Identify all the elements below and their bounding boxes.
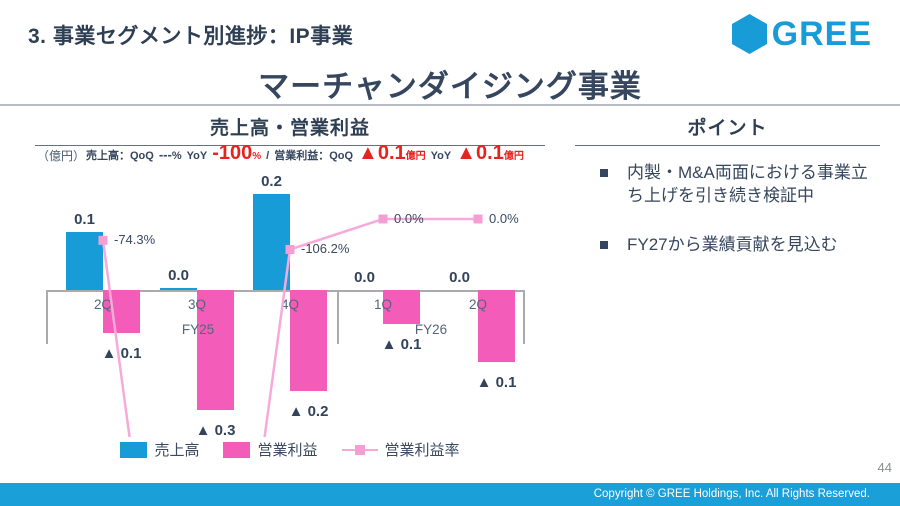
square-bullet-icon bbox=[600, 169, 608, 177]
stats-profit-yoy-value: ▲0.1 bbox=[456, 142, 504, 164]
unit-label: （億円） bbox=[37, 149, 86, 163]
legend-label: 売上高 bbox=[154, 442, 200, 459]
bullet-item: FY27から業績貢献を見込む bbox=[600, 234, 872, 257]
legend-item-rate: 営業利益率 bbox=[341, 439, 460, 460]
legend-swatch bbox=[223, 441, 251, 458]
profit-bar-3Q bbox=[197, 290, 234, 410]
bullet-text: FY27から業績貢献を見込む bbox=[627, 234, 838, 254]
profit-bar-2Q bbox=[478, 290, 515, 362]
revenue-bar-3Q bbox=[160, 288, 197, 290]
fiscal-year-label: FY25 bbox=[181, 322, 215, 337]
profit-value-label: ▲ 0.1 bbox=[476, 374, 517, 391]
profit-bar-2Q bbox=[103, 290, 140, 333]
axis-tick-1 bbox=[337, 290, 339, 344]
rate-line-chart bbox=[98, 214, 483, 437]
axis-tick-0 bbox=[46, 290, 48, 344]
profit-bar-4Q bbox=[290, 290, 327, 391]
copyright-text: Copyright © GREE Holdings, Inc. All Righ… bbox=[593, 488, 870, 500]
revenue-profit-chart: 0.1 ▲ 0.1 2Q 0.0 ▲ 0.3 3Q 0.2 ▲ 0.2 4Q 0.0 ▲ 0.1 1Q… bbox=[46, 173, 525, 439]
fiscal-year-label: FY26 bbox=[414, 322, 448, 337]
category-label: 4Q bbox=[280, 297, 299, 312]
stats-revenue-qoq-value: --- bbox=[158, 147, 172, 162]
rate-value-label: -74.3% bbox=[114, 232, 156, 248]
revenue-bar-2Q bbox=[66, 232, 103, 290]
legend-item-profit: 営業利益 bbox=[223, 439, 318, 460]
rate-value-label: 0.0% bbox=[489, 211, 519, 226]
points-panel-title: ポイント bbox=[575, 113, 880, 146]
revenue-value-label: 0.0 bbox=[168, 267, 189, 284]
logo-text: GREE bbox=[771, 14, 872, 53]
stats-revenue-yoy-value: -100 bbox=[212, 142, 253, 164]
rate-value-label: 0.0% bbox=[394, 211, 424, 226]
legend-label: 営業利益 bbox=[257, 442, 318, 459]
revenue-value-label: 0.2 bbox=[261, 173, 282, 190]
axis-tick-2 bbox=[523, 290, 525, 344]
category-label: 2Q bbox=[93, 297, 112, 312]
qoq-yoy-stats: 売上高： QoQ ---% YoY -100% / 営業利益： QoQ ▲0.1 億円 YoY ▲0.… bbox=[86, 142, 524, 164]
rate-marker bbox=[473, 214, 483, 224]
section-title: 3. 事業セグメント別進捗：IP事業 bbox=[28, 25, 354, 48]
profit-value-label: ▲ 0.1 bbox=[381, 336, 422, 353]
footer-bar: Copyright © GREE Holdings, Inc. All Righ… bbox=[0, 483, 900, 506]
revenue-value-label: 0.1 bbox=[74, 211, 95, 228]
rate-value-label: -106.2% bbox=[301, 241, 350, 257]
category-label: 3Q bbox=[187, 297, 206, 312]
stats-revenue-label: 売上高 bbox=[86, 150, 119, 162]
revenue-value-label: 0.0 bbox=[449, 269, 470, 286]
stats-profit-qoq-value: ▲0.1 bbox=[358, 142, 406, 164]
profit-value-label: ▲ 0.3 bbox=[195, 422, 236, 439]
slide-title: マーチャンダイジング事業 bbox=[258, 69, 642, 104]
rate-marker bbox=[378, 214, 388, 224]
profit-value-label: ▲ 0.2 bbox=[288, 403, 329, 420]
square-bullet-icon bbox=[600, 240, 608, 249]
profit-bar-1Q bbox=[383, 290, 420, 324]
header-divider bbox=[0, 104, 900, 106]
legend-item-revenue: 売上高 bbox=[120, 439, 199, 460]
bullet-text: 内製・M&A両面における事業立ち上げを引き続き検証中 bbox=[627, 163, 868, 205]
legend-line-swatch bbox=[341, 444, 378, 455]
bullet-item: 内製・M&A両面における事業立ち上げを引き続き検証中 bbox=[600, 162, 872, 208]
legend-label: 営業利益率 bbox=[384, 442, 460, 459]
revenue-bar-4Q bbox=[253, 194, 290, 290]
revenue-value-label: 0.0 bbox=[354, 269, 375, 286]
points-list: 内製・M&A両面における事業立ち上げを引き続き検証中 FY27から業績貢献を見込む bbox=[600, 162, 872, 283]
category-label: 1Q bbox=[373, 297, 392, 312]
profit-value-label: ▲ 0.1 bbox=[101, 345, 142, 362]
gree-logo: GREE bbox=[731, 14, 872, 54]
chart-legend: 売上高 営業利益 営業利益率 bbox=[35, 439, 545, 460]
rate-marker bbox=[285, 244, 295, 254]
rate-marker bbox=[98, 235, 108, 245]
legend-swatch bbox=[120, 441, 148, 458]
chart-panel-title: 売上高・営業利益 bbox=[35, 113, 545, 146]
hexagon-icon bbox=[731, 14, 767, 54]
stats-profit-label: 営業利益 bbox=[274, 150, 319, 162]
page-number: 44 bbox=[877, 460, 892, 475]
category-label: 2Q bbox=[468, 297, 487, 312]
